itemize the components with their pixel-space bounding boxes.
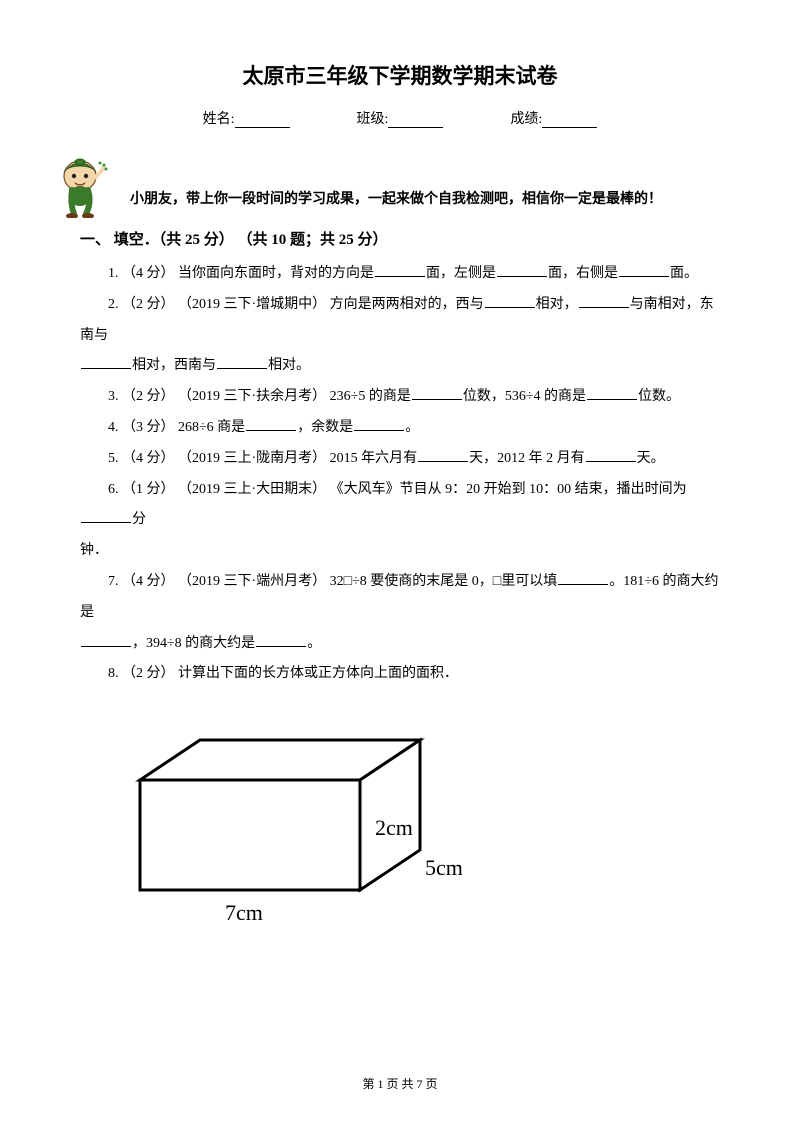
cuboid-figure: 2cm 5cm 7cm: [120, 720, 720, 965]
q1-blank-2[interactable]: [497, 263, 547, 277]
q2-text-e: 相对。: [268, 358, 310, 373]
class-blank[interactable]: [388, 114, 443, 128]
question-3: 3. （2 分） （2019 三下·扶余月考） 236÷5 的商是 位数，536÷…: [80, 382, 720, 413]
q1-text-a: 1. （4 分） 当你面向东面时，背对的方向是: [108, 266, 374, 281]
height-label: 2cm: [375, 815, 413, 840]
student-info-line: 姓名: 班级: 成绩:: [80, 108, 720, 128]
q3-text-c: 位数。: [638, 389, 680, 404]
question-8: 8. （2 分） 计算出下面的长方体或正方体向上面的面积．: [80, 659, 720, 690]
name-label: 姓名:: [203, 108, 235, 128]
q2-text-b: 相对，: [536, 297, 578, 312]
question-5: 5. （4 分） （2019 三上·陇南月考） 2015 年六月有 天，2012 …: [80, 444, 720, 475]
q1-text-c: 面，右侧是: [548, 266, 618, 281]
q8-text-a: 8. （2 分） 计算出下面的长方体或正方体向上面的面积．: [108, 666, 458, 681]
score-blank[interactable]: [542, 114, 597, 128]
page-footer: 第 1 页 共 7 页: [0, 1075, 800, 1092]
question-6: 6. （1 分） （2019 三上·大田期末） 《大风车》节目从 9：20 开始…: [80, 475, 720, 537]
q4-text-c: 。: [405, 420, 419, 435]
q3-text-b: 位数，536÷4 的商是: [463, 389, 586, 404]
q5-blank-2[interactable]: [586, 448, 636, 462]
exam-title: 太原市三年级下学期数学期末试卷: [80, 60, 720, 90]
q7-text-a: 7. （4 分） （2019 三下·端州月考） 32□÷8 要使商的末尾是 0，…: [108, 574, 557, 589]
q2-blank-3[interactable]: [81, 355, 131, 369]
question-6-cont: 钟．: [80, 536, 720, 567]
q7-text-d: 。: [307, 636, 321, 651]
q1-blank-1[interactable]: [375, 263, 425, 277]
question-1: 1. （4 分） 当你面向东面时，背对的方向是 面，左侧是 面，右侧是 面。: [80, 259, 720, 290]
question-7: 7. （4 分） （2019 三下·端州月考） 32□÷8 要使商的末尾是 0，…: [80, 567, 720, 629]
q4-blank-2[interactable]: [354, 417, 404, 431]
q2-blank-1[interactable]: [485, 294, 535, 308]
q5-blank-1[interactable]: [418, 448, 468, 462]
question-4: 4. （3 分） 268÷6 商是 ，余数是 。: [80, 413, 720, 444]
q3-blank-2[interactable]: [587, 386, 637, 400]
mascot-icon: [50, 148, 110, 218]
section-1-head: 一、 填空．（共 25 分） （共 10 题；共 25 分）: [80, 228, 720, 249]
q1-text-b: 面，左侧是: [426, 266, 496, 281]
q7-blank-3[interactable]: [256, 633, 306, 647]
q6-text-c: 钟．: [80, 543, 108, 558]
q4-text-a: 4. （3 分） 268÷6 商是: [108, 420, 245, 435]
q3-blank-1[interactable]: [412, 386, 462, 400]
score-label: 成绩:: [510, 108, 542, 128]
q1-blank-3[interactable]: [619, 263, 669, 277]
q4-blank-1[interactable]: [246, 417, 296, 431]
class-label: 班级:: [357, 108, 389, 128]
q6-text-a: 6. （1 分） （2019 三上·大田期末） 《大风车》节目从 9：20 开始…: [108, 482, 687, 497]
q1-text-d: 面。: [670, 266, 698, 281]
width-label: 7cm: [225, 900, 263, 925]
question-2: 2. （2 分） （2019 三下·增城期中） 方向是两两相对的，西与相对，与南…: [80, 290, 720, 352]
q2-blank-4[interactable]: [217, 355, 267, 369]
q6-blank-1[interactable]: [81, 509, 131, 523]
q7-blank-2[interactable]: [81, 633, 131, 647]
encourage-text: 小朋友，带上你一段时间的学习成果，一起来做个自我检测吧，相信你一定是最棒的！: [130, 187, 662, 218]
mascot-row: 小朋友，带上你一段时间的学习成果，一起来做个自我检测吧，相信你一定是最棒的！: [80, 148, 720, 218]
q3-text-a: 3. （2 分） （2019 三下·扶余月考） 236÷5 的商是: [108, 389, 411, 404]
q7-text-c: ，394÷8 的商大约是: [132, 636, 255, 651]
q4-text-b: ，余数是: [297, 420, 353, 435]
q2-text-a: 2. （2 分） （2019 三下·增城期中） 方向是两两相对的，西与: [108, 297, 484, 312]
question-2-cont: 相对，西南与 相对。: [80, 351, 720, 382]
q7-blank-1[interactable]: [558, 571, 608, 585]
q2-text-d: 相对，西南与: [132, 358, 216, 373]
q5-text-a: 5. （4 分） （2019 三上·陇南月考） 2015 年六月有: [108, 451, 417, 466]
q6-text-b: 分: [132, 512, 146, 527]
q5-text-c: 天。: [637, 451, 665, 466]
name-blank[interactable]: [235, 114, 290, 128]
q2-blank-2[interactable]: [579, 294, 629, 308]
depth-label: 5cm: [425, 855, 463, 880]
question-7-cont: ，394÷8 的商大约是 。: [80, 629, 720, 660]
q5-text-b: 天，2012 年 2 月有: [469, 451, 585, 466]
